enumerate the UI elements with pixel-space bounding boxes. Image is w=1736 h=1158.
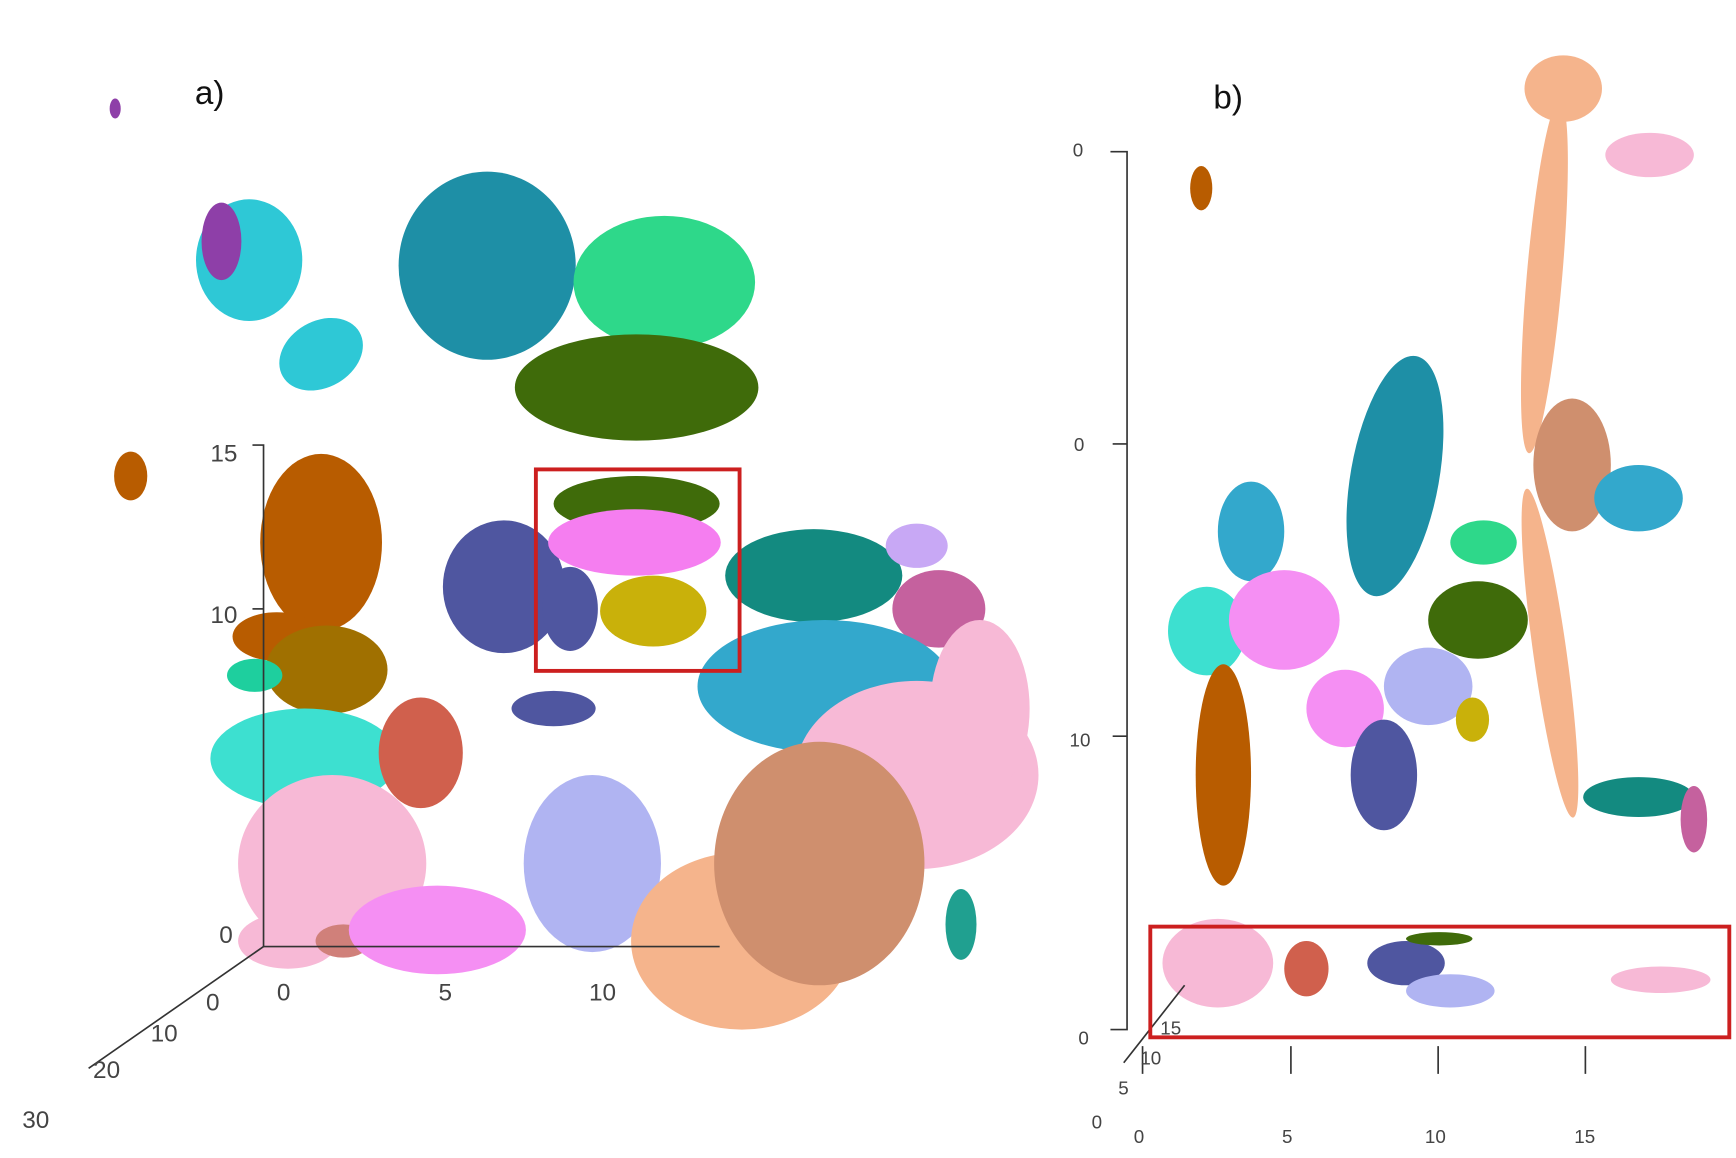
segment: [1428, 581, 1528, 659]
tick-label: 0: [206, 990, 220, 1017]
tick-label: 10: [1425, 1126, 1446, 1147]
tick-label: 10: [1069, 730, 1090, 751]
tick-label: 10: [151, 1021, 178, 1048]
tick-label: 15: [210, 440, 237, 467]
segment: [714, 741, 925, 986]
segment: [548, 509, 721, 576]
tick-label: 5: [438, 980, 452, 1007]
tick-label: 5: [1282, 1126, 1292, 1147]
point-cloud-b: [1162, 55, 1711, 1008]
axis-tick-b: [1112, 443, 1128, 738]
segment: [514, 334, 759, 441]
tick-label: 10: [1140, 1047, 1161, 1068]
highlight-box: [1148, 924, 1732, 1040]
segment: [929, 619, 1030, 798]
tick-label: 10: [210, 602, 237, 629]
segment: [573, 215, 756, 349]
tick-label: 30: [22, 1107, 49, 1134]
segment: [1406, 932, 1473, 946]
segment: [1605, 132, 1694, 178]
segment: [1162, 918, 1274, 1008]
panel-label: b): [1213, 79, 1243, 116]
segment: [442, 520, 565, 654]
segment: [260, 453, 382, 632]
segment: [1367, 941, 1445, 986]
segment: [1168, 586, 1246, 676]
segment: [945, 888, 977, 960]
segment: [201, 202, 242, 281]
tick-label: 0: [219, 922, 233, 949]
segment: [348, 885, 526, 975]
tick-label: 0: [1074, 434, 1084, 455]
segment: [600, 575, 707, 647]
highlight-box: [533, 467, 742, 673]
segment: [114, 451, 148, 501]
axis-depth-b: [1123, 984, 1186, 1064]
segment: [1228, 570, 1340, 670]
panel-label: a): [195, 75, 225, 112]
segment: [1190, 166, 1213, 211]
segment: [227, 658, 283, 692]
tick-label: 15: [1574, 1126, 1595, 1147]
segment: [1610, 966, 1711, 994]
tick-label: 0: [1078, 1028, 1088, 1049]
axis-depth-a: [88, 945, 265, 1070]
segment: [523, 774, 661, 953]
segment: [1521, 488, 1579, 818]
segment: [1533, 398, 1611, 532]
tick-label: 0: [277, 980, 291, 1007]
segment: [1350, 719, 1418, 831]
segment: [279, 317, 363, 391]
segment: [725, 529, 903, 623]
tick-label: 20: [93, 1057, 120, 1084]
segment: [1195, 664, 1252, 886]
segment: [1524, 55, 1602, 122]
tick-label: 0: [1073, 140, 1083, 161]
axis-tick-b: [1141, 1046, 1587, 1074]
segment: [398, 171, 576, 360]
segment: [511, 690, 596, 727]
point-cloud-a: [109, 98, 1039, 1030]
segment: [378, 697, 463, 809]
tick-label: 0: [1134, 1126, 1144, 1147]
segment: [1284, 941, 1329, 997]
tick-label: 10: [589, 980, 616, 1007]
segment: [1383, 647, 1473, 726]
segment: [1406, 974, 1495, 1008]
segment: [1346, 355, 1444, 597]
segment: [885, 523, 948, 568]
segment: [265, 625, 388, 715]
axis-b: [1110, 150, 1128, 1031]
segment: [1583, 777, 1694, 818]
segment: [1520, 100, 1568, 454]
tick-label: 15: [1160, 1018, 1181, 1039]
segment: [542, 566, 598, 651]
segment: [1217, 481, 1285, 582]
tick-label: 5: [1118, 1077, 1128, 1098]
segment: [1306, 669, 1384, 748]
axis-a: [252, 444, 720, 948]
segment: [109, 98, 121, 119]
tick-label: 0: [1092, 1112, 1102, 1133]
segment: [1455, 697, 1490, 742]
segment: [1594, 464, 1683, 532]
segment: [1450, 520, 1517, 565]
segment: [1680, 786, 1708, 853]
